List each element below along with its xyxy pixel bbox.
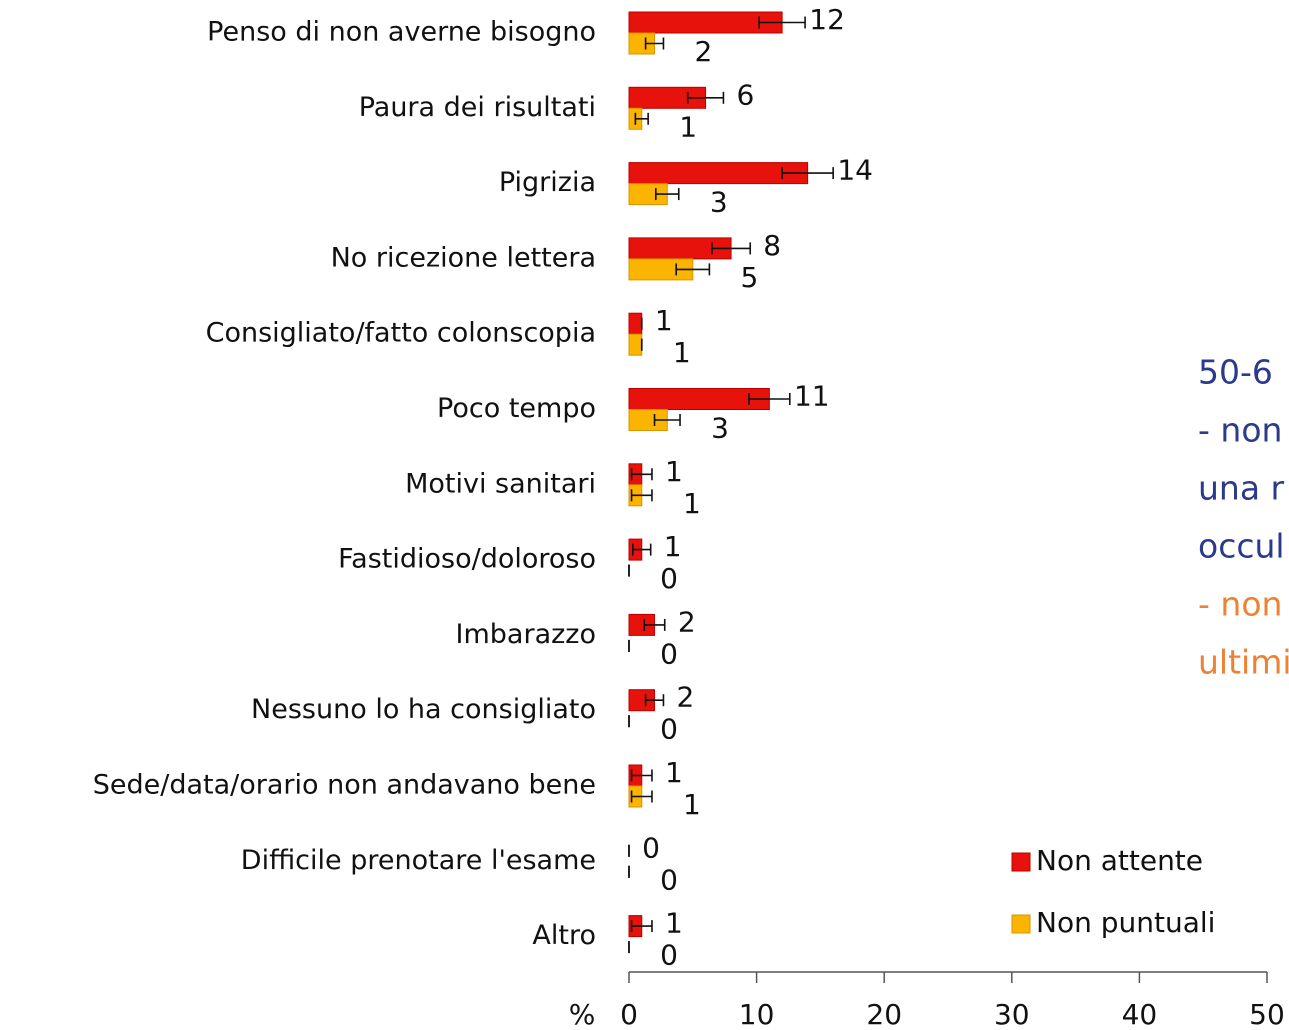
annotation: - non [1198,411,1282,450]
x-tick-label: 10 [739,998,775,1030]
category-label: Difficile prenotare l'esame [241,845,596,876]
x-tick-label: 0 [620,998,638,1030]
value-label: 0 [660,562,678,595]
error-bar [632,543,652,556]
annotation: - non [1198,585,1282,624]
category-label: Motivi sanitari [405,468,596,499]
category-label: Poco tempo [437,393,596,424]
value-label: 1 [683,487,701,520]
value-label: 14 [837,154,873,187]
category-label: Imbarazzo [456,619,596,650]
value-label: 1 [655,304,673,337]
category-label: Altro [532,920,596,951]
error-bar [634,112,649,125]
value-label: 1 [665,907,683,940]
bar [628,312,643,335]
category-label: Sede/data/orario non andavano bene [93,770,596,801]
category-label: Paura dei risultati [359,92,596,123]
error-bar [654,188,680,201]
x-tick-label: 50 [1249,998,1285,1030]
value-label: 11 [794,380,830,413]
value-label: 3 [710,186,728,219]
value-label: 8 [763,229,781,262]
annotation: occul [1198,527,1285,566]
error-bar [643,618,666,631]
value-label: 1 [664,530,682,563]
error-bar [630,468,653,481]
value-label: 12 [809,3,845,36]
value-label: 0 [660,713,678,746]
category-label: No ricezione lettera [331,242,596,273]
value-label: 1 [665,455,683,488]
error-bar [630,790,653,803]
value-label: 2 [695,35,713,68]
value-label: 6 [737,78,755,111]
error-bar [748,393,791,405]
value-label: 3 [711,412,729,445]
value-label: 2 [678,605,696,638]
legend-swatch [1011,852,1031,872]
error-bar [644,37,665,50]
error-bar [686,91,725,104]
annotation: ultimi [1198,643,1289,682]
value-label: 1 [665,756,683,789]
annotation: una r [1198,469,1285,508]
category-label: Nessuno lo ha consigliato [251,694,596,725]
error-bar [711,242,752,255]
value-label: 1 [683,788,701,821]
category-label: Fastidioso/doloroso [338,544,596,575]
category-label: Penso di non averne bisogno [207,17,596,48]
value-label: 0 [642,831,660,864]
error-bar [630,920,653,933]
x-tick-label: 40 [1122,998,1158,1030]
error-bar [630,769,653,782]
error-bar [675,263,711,276]
bar [628,162,809,185]
bar [628,333,643,356]
x-axis-label: % [569,998,596,1030]
annotation: 50-6 [1198,353,1273,392]
value-label: 0 [660,939,678,972]
category-label: Pigrizia [499,167,596,198]
value-label: 0 [660,863,678,896]
error-bar [653,414,681,426]
value-label: 2 [677,681,695,714]
error-bar [758,16,806,29]
value-label: 5 [740,261,758,294]
error-bar [781,167,834,180]
legend-label: Non attente [1036,844,1203,877]
value-label: 0 [660,637,678,670]
legend-swatch [1011,914,1031,934]
value-label: 1 [673,336,691,369]
x-tick-label: 30 [994,998,1030,1030]
legend-label: Non puntuali [1036,906,1215,939]
error-bar [630,489,653,502]
category-label: Consigliato/fatto colonscopia [206,318,596,349]
value-label: 1 [679,110,697,143]
x-tick-label: 20 [866,998,902,1030]
error-bar [644,694,665,707]
